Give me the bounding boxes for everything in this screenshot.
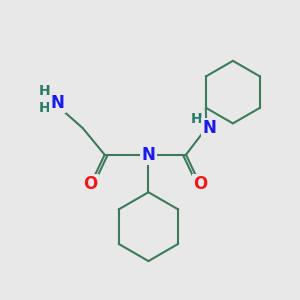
Text: O: O: [193, 176, 207, 194]
Text: N: N: [202, 119, 216, 137]
Text: O: O: [83, 176, 98, 194]
Text: H: H: [38, 84, 50, 98]
Text: H: H: [38, 101, 50, 115]
Text: N: N: [51, 94, 64, 112]
Text: N: N: [142, 146, 155, 164]
Text: H: H: [190, 112, 202, 126]
